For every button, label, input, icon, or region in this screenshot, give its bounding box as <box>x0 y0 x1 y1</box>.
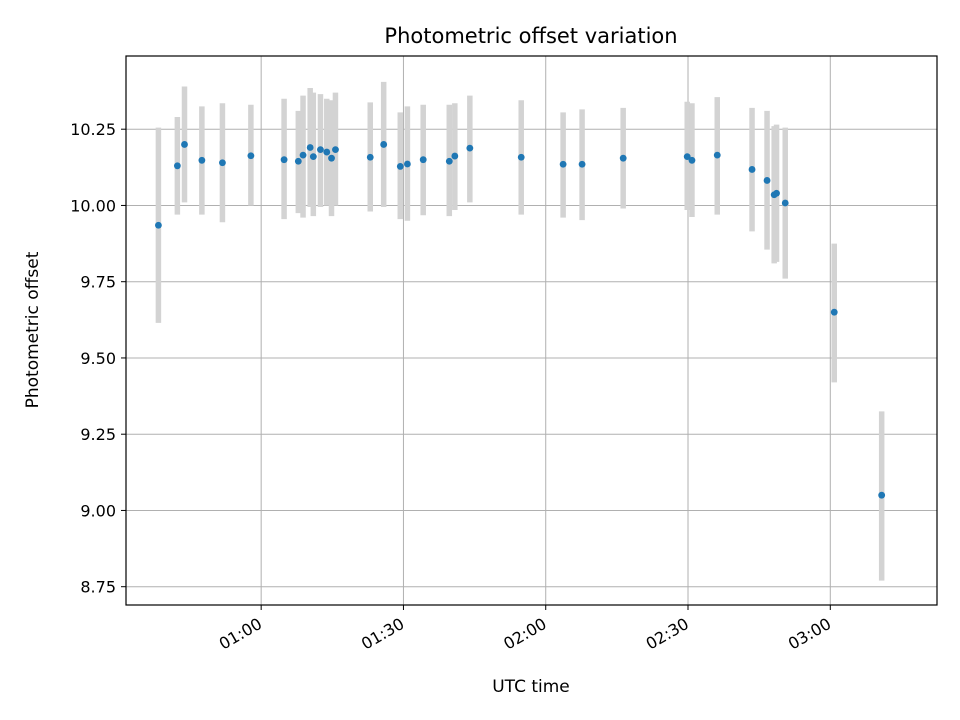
data-point <box>403 160 411 168</box>
data-point <box>713 151 721 159</box>
y-tick-label: 10.25 <box>70 120 116 139</box>
data-point <box>445 157 453 165</box>
data-point <box>317 146 324 154</box>
data-point <box>619 154 627 162</box>
y-axis-title: Photometric offset <box>23 251 43 408</box>
data-point <box>294 157 302 165</box>
data-point <box>380 141 388 148</box>
y-tick-label: 9.25 <box>80 425 116 444</box>
y-tick-label: 9.00 <box>80 501 116 520</box>
data-point <box>396 163 404 170</box>
data-point <box>451 152 459 160</box>
point-layer <box>155 141 886 499</box>
data-point <box>323 148 331 156</box>
data-point <box>173 162 181 170</box>
y-tick-label: 9.50 <box>80 349 116 368</box>
data-point <box>763 177 771 184</box>
data-point <box>559 160 567 168</box>
data-point <box>309 153 317 161</box>
y-tick-label: 9.75 <box>80 273 116 292</box>
y-tick-label: 8.75 <box>80 578 116 597</box>
data-point <box>688 156 696 164</box>
data-point <box>181 141 188 148</box>
data-point <box>466 144 474 152</box>
data-point <box>299 151 307 159</box>
data-point <box>306 144 314 151</box>
data-point <box>683 153 691 161</box>
x-axis-title: UTC time <box>492 677 570 697</box>
data-point <box>578 160 586 168</box>
plot-frame <box>125 55 938 606</box>
data-point <box>781 199 789 207</box>
y-axis: 8.75 9.00 9.25 9.50 9.75 10.00 10.25 <box>70 120 126 597</box>
data-point <box>419 156 427 164</box>
data-point <box>198 156 206 164</box>
data-point <box>155 221 162 229</box>
data-point <box>830 308 838 316</box>
data-point <box>280 156 288 164</box>
data-point <box>366 153 374 161</box>
chart-title: Photometric offset variation <box>384 24 677 48</box>
data-point <box>773 189 780 197</box>
data-point <box>328 154 335 162</box>
data-point <box>332 146 339 154</box>
data-point <box>219 159 226 167</box>
data-point <box>517 153 525 161</box>
data-point <box>748 166 756 173</box>
data-point <box>878 491 886 499</box>
y-tick-label: 10.00 <box>70 196 116 215</box>
data-point <box>247 152 255 160</box>
